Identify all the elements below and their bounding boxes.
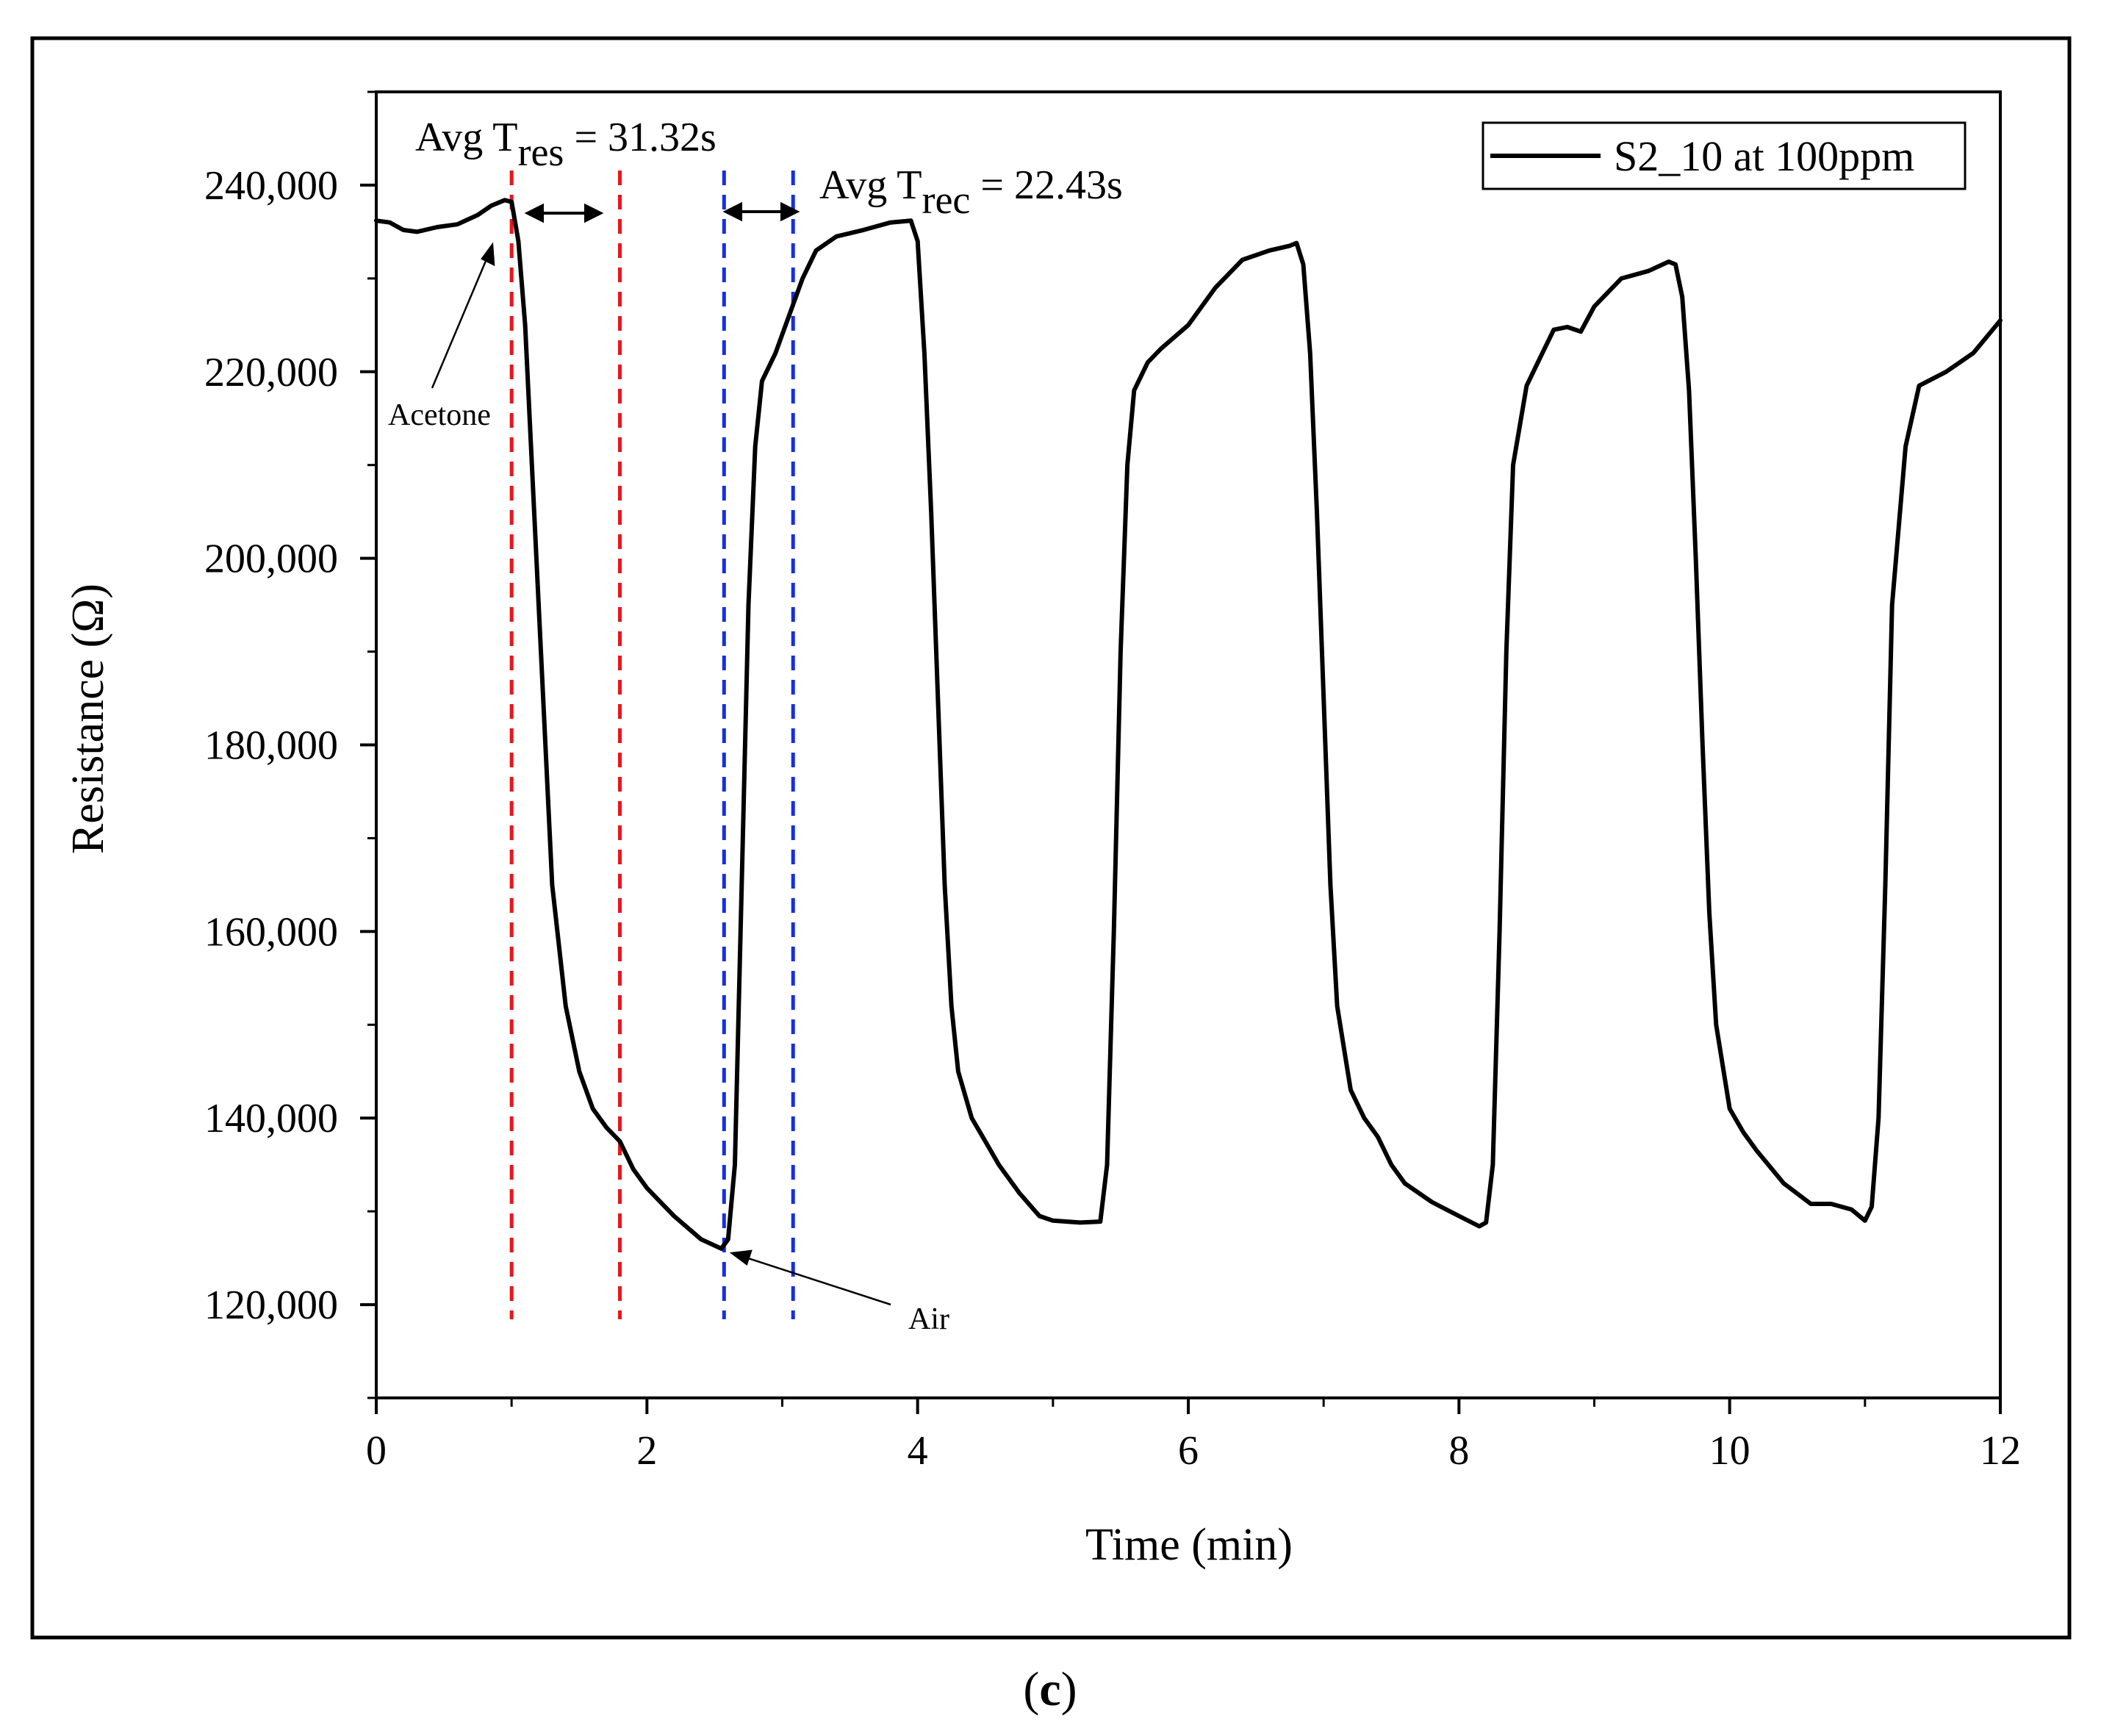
response-time-value: = 31.32s [564, 115, 716, 160]
y-tick-label: 180,000 [204, 723, 338, 769]
x-tick-label: 0 [366, 1428, 387, 1474]
series-layer [374, 198, 2003, 1251]
recovery-interval-arrow [722, 201, 800, 222]
legend-entry-label: S2_10 at 100ppm [1614, 132, 1914, 180]
recovery-time-prefix: Avg T [819, 162, 922, 208]
y-tick-label: 220,000 [204, 350, 338, 395]
legend: S2_10 at 100ppm [1482, 121, 1967, 190]
x-tick-label: 12 [1980, 1428, 2021, 1474]
response-interval-arrow [524, 203, 604, 223]
caption-close-paren: ) [1061, 1663, 1077, 1716]
response-time-subscript: res [517, 130, 564, 174]
figure-frame [30, 36, 2072, 1640]
air-label: Air [908, 1302, 949, 1336]
series-line-1 [374, 198, 2003, 1251]
recovery-time-value: = 22.43s [970, 162, 1122, 208]
x-tick-label: 6 [1178, 1428, 1199, 1474]
x-axis-title: Time (min) [1085, 1520, 1293, 1570]
caption-letter: c [1039, 1663, 1060, 1716]
acetone-pointer-arrow [431, 242, 495, 389]
x-tick-label: 10 [1709, 1428, 1750, 1474]
reference-lines [509, 171, 795, 1319]
response-time-prefix: Avg T [415, 115, 517, 160]
x-tick-label: 8 [1448, 1428, 1469, 1474]
axis-ticks: 120,000 140,000 160,000 180,000 200,000 220,0… [204, 90, 2021, 1474]
x-tick-label: 2 [636, 1428, 657, 1474]
y-tick-label: 200,000 [204, 537, 338, 582]
y-tick-label: 140,000 [204, 1096, 338, 1141]
y-axis-title: Resistance (Ω) [63, 584, 113, 854]
figure-caption: (c) [1023, 1663, 1077, 1716]
acetone-label: Acetone [388, 398, 491, 432]
y-tick-label: 160,000 [204, 909, 338, 955]
y-tick-label: 120,000 [204, 1283, 338, 1328]
recovery-time-subscript: rec [922, 178, 970, 222]
air-pointer-arrow [729, 1249, 891, 1306]
caption-open-paren: ( [1023, 1663, 1039, 1716]
y-tick-label: 240,000 [204, 163, 338, 209]
recovery-time-annotation: Avg Trec = 22.43s [819, 162, 1123, 222]
x-tick-label: 4 [908, 1428, 928, 1474]
response-time-annotation: Avg Tres = 31.32s [415, 115, 717, 174]
